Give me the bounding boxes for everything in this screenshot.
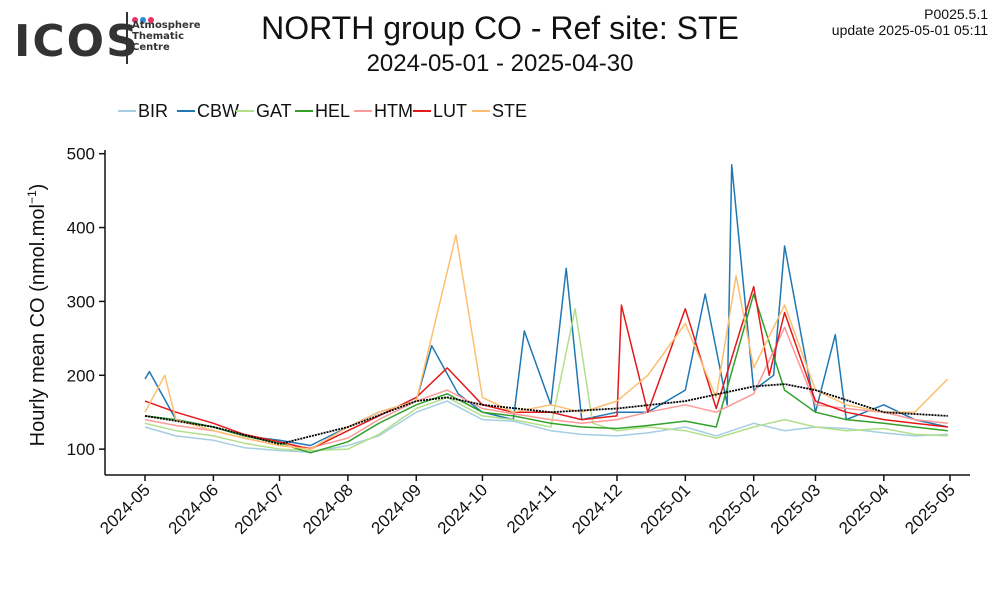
x-tick-label: 2025-03 (767, 480, 825, 538)
x-tick-label: 2024-05 (96, 480, 154, 538)
icos-logo: ICOS Atmosphere Thematic Centre (6, 6, 206, 68)
legend-label: HTM (374, 101, 413, 121)
legend-label: HEL (315, 101, 350, 121)
series-line-hel (144, 293, 948, 454)
x-tick-label: 2024-12 (568, 480, 626, 538)
x-tick-label: 2025-01 (637, 480, 695, 538)
y-tick-label: 100 (67, 440, 95, 459)
y-label-end: ) (27, 184, 49, 191)
y-tick-label: 500 (67, 145, 95, 164)
series-line-lut (144, 285, 948, 450)
y-label-base: Hourly mean CO (nmol.mol (27, 204, 49, 446)
chart-subtitle: 2024-05-01 - 2025-04-30 (366, 50, 634, 77)
x-tick-label: 2024-06 (165, 480, 223, 538)
x-tick-label: 2024-09 (368, 480, 426, 538)
legend-label: CBW (197, 101, 239, 121)
logo-divider (126, 12, 128, 64)
x-tick-label: 2024-08 (299, 480, 357, 538)
logo-subtitle: Atmosphere Thematic Centre (132, 20, 201, 53)
y-tick-label: 400 (67, 219, 95, 238)
legend-label: STE (492, 101, 527, 121)
series-line-cbw (144, 164, 948, 447)
logo-sub-line: Thematic (132, 31, 185, 42)
legend-label: GAT (256, 101, 292, 121)
y-tick-label: 300 (67, 292, 95, 311)
legend-label: BIR (138, 101, 168, 121)
logo-dots (132, 10, 156, 28)
x-tick-label: 2025-05 (901, 480, 959, 538)
x-tick-label: 2024-07 (231, 480, 289, 538)
logo-dot (148, 17, 154, 23)
version-info: P0025.5.1 update 2025-05-01 05:11 (832, 6, 988, 38)
logo-text: ICOS (14, 16, 140, 67)
legend: BIR CBW GAT HEL HTM LUT STE (118, 101, 527, 121)
y-label-superscript: −1 (25, 190, 39, 204)
y-axis-label: Hourly mean CO (nmol.mol−1) (25, 184, 49, 447)
series-line-smoothed-fit (144, 383, 948, 445)
version-label: P0025.5.1 (924, 6, 988, 22)
x-tick-label: 2024-10 (434, 480, 492, 538)
update-timestamp: update 2025-05-01 05:11 (831, 22, 988, 38)
logo-sub-line: Atmosphere (132, 20, 201, 31)
logo-dot (140, 17, 146, 23)
chart-title: NORTH group CO - Ref site: STE (261, 10, 739, 46)
x-tick-label: 2025-02 (705, 480, 763, 538)
x-tick-label: 2024-11 (503, 480, 560, 537)
y-tick-label: 200 (67, 366, 95, 385)
x-tick-label: 2025-04 (835, 480, 893, 538)
series-layer (144, 164, 949, 454)
series-line-gat (144, 308, 948, 452)
series-line-ste (144, 234, 949, 450)
logo-sub-line: Centre (132, 42, 170, 53)
legend-label: LUT (433, 101, 467, 121)
logo-dot (132, 17, 138, 23)
